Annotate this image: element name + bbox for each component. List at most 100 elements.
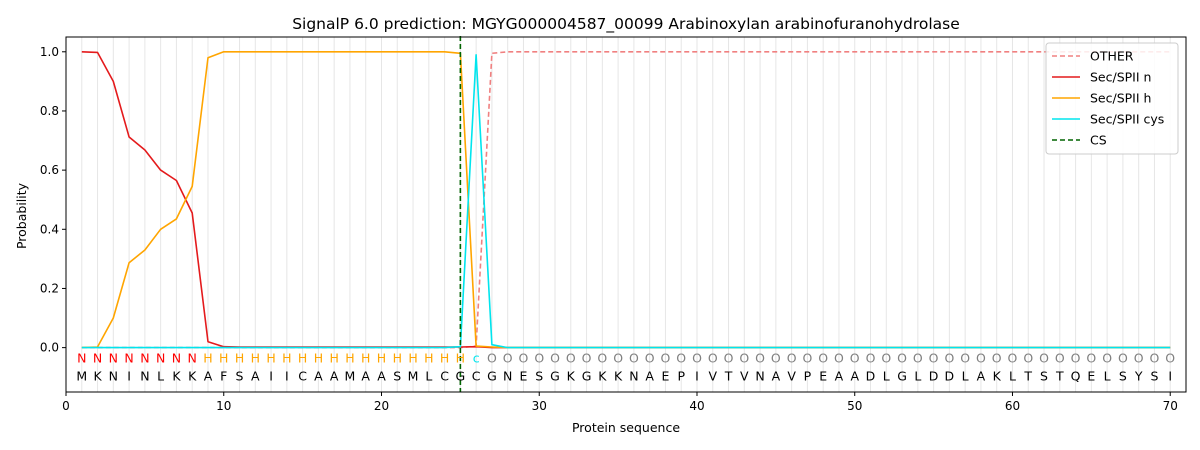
- sequence-residue: I: [285, 368, 289, 383]
- x-tick-label: 0: [62, 399, 70, 413]
- sequence-residue: K: [614, 368, 623, 383]
- annotation-letter: N: [109, 350, 118, 365]
- annotation-letter: O: [787, 350, 797, 365]
- legend-label: Sec/SPII cys: [1090, 112, 1164, 127]
- legend-label: OTHER: [1090, 49, 1134, 64]
- sequence-residue: L: [883, 368, 890, 383]
- sequence-residue: A: [645, 368, 654, 383]
- annotation-letter: O: [739, 350, 749, 365]
- sequence-residue: T: [724, 368, 733, 383]
- annotation-letter: O: [913, 350, 923, 365]
- annotation-letter: O: [519, 350, 529, 365]
- sequence-residue: S: [535, 368, 543, 383]
- annotation-letter: O: [661, 350, 671, 365]
- sequence-residue: A: [361, 368, 370, 383]
- sequence-residue: I: [269, 368, 273, 383]
- annotation-letter: N: [172, 350, 181, 365]
- annotation-letter: N: [77, 350, 86, 365]
- sequence-residue: C: [298, 368, 307, 383]
- annotation-letter: O: [992, 350, 1002, 365]
- sequence-residue: D: [929, 368, 939, 383]
- sequence-residue: D: [866, 368, 876, 383]
- annotation-letter: O: [1071, 350, 1081, 365]
- sequence-residue: E: [1087, 368, 1095, 383]
- sequence-residue: S: [1150, 368, 1158, 383]
- sequence-residue: P: [677, 368, 685, 383]
- axes: 0 10 20 30 40 50 60 70 0.0 0.2 0.4 0.6 0.8 1.0: [40, 45, 1178, 413]
- sequence-residue: K: [93, 368, 102, 383]
- annotation-letter: H: [377, 350, 386, 365]
- annotation-letter: O: [708, 350, 718, 365]
- annotation-letter: H: [203, 350, 212, 365]
- sequence-residue: K: [567, 368, 576, 383]
- sequence-residue: A: [330, 368, 339, 383]
- y-tick-label: 0.0: [40, 341, 59, 355]
- annotation-letter: O: [802, 350, 812, 365]
- annotation-letter: O: [550, 350, 560, 365]
- legend-box: [1045, 42, 1179, 155]
- x-tick-label: 60: [1005, 399, 1020, 413]
- sequence-residue: K: [993, 368, 1002, 383]
- x-tick-label: 70: [1163, 399, 1178, 413]
- sequence-residue: I: [1168, 368, 1172, 383]
- x-tick-label: 30: [532, 399, 547, 413]
- annotation-letter: O: [676, 350, 686, 365]
- x-tick-label: 50: [847, 399, 862, 413]
- y-tick-label: 0.6: [40, 163, 59, 177]
- x-axis-title: Protein sequence: [572, 420, 680, 435]
- sequence-residue: D: [945, 368, 955, 383]
- annotation-letter: H: [393, 350, 402, 365]
- sequence-residue: A: [251, 368, 260, 383]
- sequence-residue: Q: [1071, 368, 1081, 383]
- sequence-residue: V: [708, 368, 717, 383]
- annotation-letter: O: [1023, 350, 1033, 365]
- sequence-residue: I: [127, 368, 131, 383]
- sequence-residue: L: [914, 368, 921, 383]
- sequence-residue: E: [661, 368, 669, 383]
- y-axis-title: Probability: [14, 182, 29, 249]
- annotation-letter: H: [361, 350, 370, 365]
- annotation-letter: O: [1086, 350, 1096, 365]
- annotation-letter: c: [473, 350, 480, 365]
- annotation-letter: O: [818, 350, 828, 365]
- sequence-residue: T: [1023, 368, 1032, 383]
- sequence-residue: A: [772, 368, 781, 383]
- sequence-residue: E: [520, 368, 528, 383]
- sequence-residue: M: [76, 368, 87, 383]
- annotation-letter: H: [408, 350, 417, 365]
- series-line: [81, 53, 1171, 349]
- grid-lines: [81, 37, 1171, 392]
- sequence-residue: S: [1040, 368, 1048, 383]
- annotation-letter: O: [771, 350, 781, 365]
- annotation-letter: O: [503, 350, 513, 365]
- sequence-residue: N: [629, 368, 638, 383]
- y-tick-label: 1.0: [40, 45, 59, 59]
- y-tick-label: 0.8: [40, 104, 59, 118]
- annotation-letter: O: [834, 350, 844, 365]
- plot-frame: [65, 36, 1187, 393]
- annotation-letter: O: [850, 350, 860, 365]
- annotation-letter: O: [629, 350, 639, 365]
- annotation-letter: H: [424, 350, 433, 365]
- annotation-letter: H: [456, 350, 465, 365]
- sequence-residue: V: [787, 368, 796, 383]
- annotation-letter: N: [124, 350, 133, 365]
- annotation-letter: O: [1165, 350, 1175, 365]
- sequence-residue: M: [408, 368, 419, 383]
- annotation-letter: N: [188, 350, 197, 365]
- sequence-residue: M: [345, 368, 356, 383]
- series-lines: [81, 36, 1171, 392]
- annotation-letter: O: [692, 350, 702, 365]
- annotation-letter: N: [93, 350, 102, 365]
- annotation-letter: O: [976, 350, 986, 365]
- annotation-letter: O: [724, 350, 734, 365]
- sequence-residue: Y: [1134, 368, 1143, 383]
- sequence-residue: A: [377, 368, 386, 383]
- sequence-residue: K: [172, 368, 181, 383]
- annotation-letter: O: [1055, 350, 1065, 365]
- sequence-residue: A: [314, 368, 323, 383]
- sequence-annotation: MNKNNNINNNLNKNKNAHFHSHAHIHIHCHAHAHMHAHAH…: [76, 350, 1175, 383]
- annotation-letter: O: [582, 350, 592, 365]
- series-line: [81, 50, 1171, 349]
